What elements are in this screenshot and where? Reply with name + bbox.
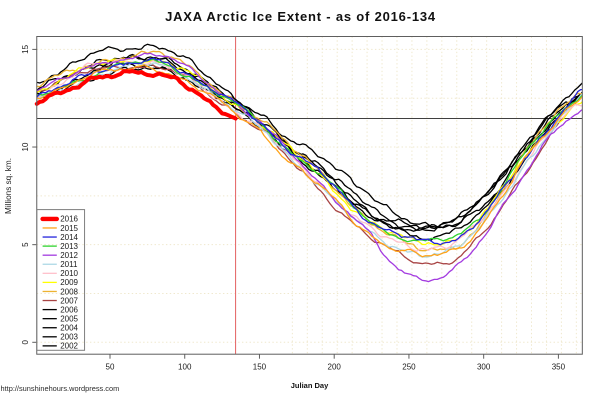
x-axis-label: Julian Day	[290, 381, 329, 390]
y-tick-label: 5	[21, 242, 30, 247]
y-tick-label: 15	[21, 44, 30, 53]
x-tick-label: 200	[328, 363, 342, 372]
chart-title: JAXA Arctic Ice Extent - as of 2016-134	[165, 9, 436, 24]
legend-label-2005: 2005	[60, 314, 78, 323]
legend-label-2008: 2008	[60, 287, 78, 296]
x-tick-label: 50	[106, 363, 115, 372]
legend-label-2004: 2004	[60, 324, 78, 333]
series-line-2015	[36, 64, 583, 258]
series-line-2013	[36, 58, 583, 243]
series-line-2012	[36, 52, 583, 283]
legend-label-2013: 2013	[60, 242, 78, 251]
legend-label-2009: 2009	[60, 278, 78, 287]
legend-label-2014: 2014	[60, 233, 78, 242]
y-tick-label: 10	[21, 142, 30, 151]
footer-url: http://sunshinehours.wordpress.com	[0, 383, 120, 393]
series-line-2014	[36, 57, 583, 246]
legend-label-2007: 2007	[60, 296, 78, 305]
x-tick-label: 100	[178, 363, 192, 372]
x-tick-label: 150	[253, 363, 267, 372]
x-tick-label: 250	[402, 363, 416, 372]
series-line-2003	[36, 43, 583, 228]
legend-label-2003: 2003	[60, 333, 78, 342]
y-tick-label: 0	[21, 340, 30, 345]
legend-label-2002: 2002	[60, 342, 78, 351]
series-line-2009	[36, 58, 583, 246]
legend-label-2011: 2011	[60, 260, 78, 269]
legend-label-2012: 2012	[60, 251, 78, 260]
series-line-2004	[36, 55, 583, 232]
legend-label-2010: 2010	[60, 269, 78, 278]
series-line-2008	[36, 50, 583, 252]
legend-label-2006: 2006	[60, 305, 78, 314]
x-tick-label: 350	[552, 363, 566, 372]
series-line-2005	[36, 59, 583, 241]
series-line-2006	[36, 66, 583, 232]
legend-label-2016: 2016	[60, 215, 78, 224]
legend-label-2015: 2015	[60, 224, 78, 233]
legend-box	[36, 209, 86, 351]
y-axis-label: Millions sq. km.	[4, 158, 13, 214]
series-line-2016	[34, 69, 238, 121]
plot-border	[36, 36, 583, 355]
series-line-2010	[36, 58, 583, 252]
x-tick-label: 300	[477, 363, 491, 372]
